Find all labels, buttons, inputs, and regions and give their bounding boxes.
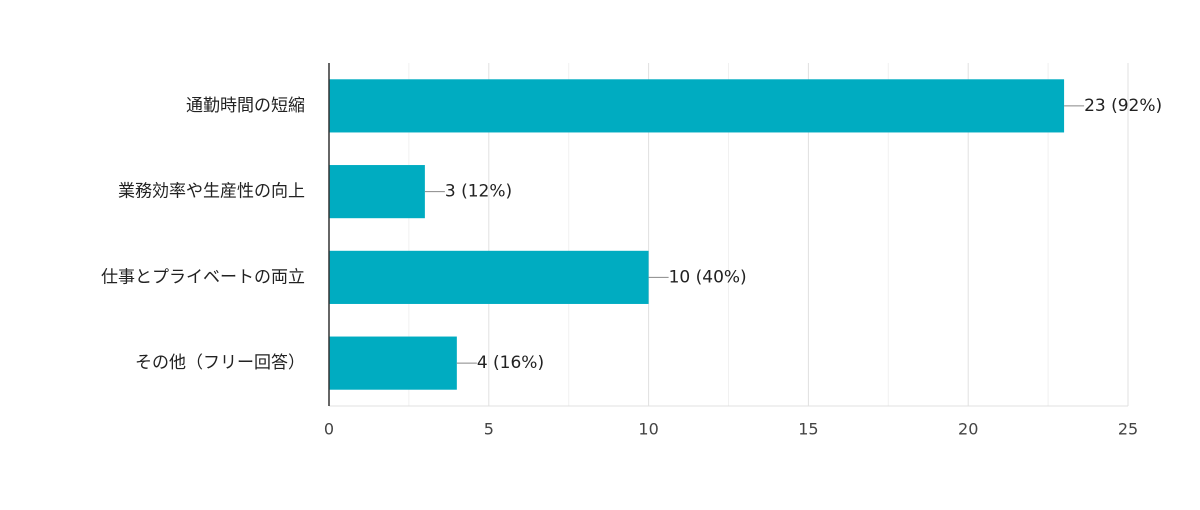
x-tick-label: 15 — [798, 420, 818, 439]
bar — [329, 165, 425, 219]
category-label: 通勤時間の短縮 — [186, 96, 305, 116]
bar — [329, 79, 1065, 133]
data-label: 4 (16%) — [477, 353, 544, 373]
data-labels: 23 (92%) 3 (12%) 10 (40%) 4 (16%) — [424, 96, 1162, 373]
category-label: その他（フリー回答） — [135, 353, 305, 373]
x-tick-label: 20 — [958, 420, 978, 439]
x-tick-label: 0 — [324, 420, 334, 439]
x-tick-labels: 0 5 10 15 20 25 — [324, 420, 1138, 439]
category-label: 業務効率や生産性の向上 — [118, 182, 305, 202]
bars — [329, 79, 1065, 390]
x-tick-label: 5 — [484, 420, 494, 439]
x-tick-label: 10 — [638, 420, 658, 439]
category-label: 仕事とプライベートの両立 — [101, 267, 305, 287]
data-label: 23 (92%) — [1084, 96, 1162, 116]
bar — [329, 250, 649, 304]
bar — [329, 336, 457, 390]
x-tick-label: 25 — [1118, 420, 1138, 439]
data-label: 3 (12%) — [445, 182, 512, 202]
data-label: 10 (40%) — [669, 267, 747, 287]
